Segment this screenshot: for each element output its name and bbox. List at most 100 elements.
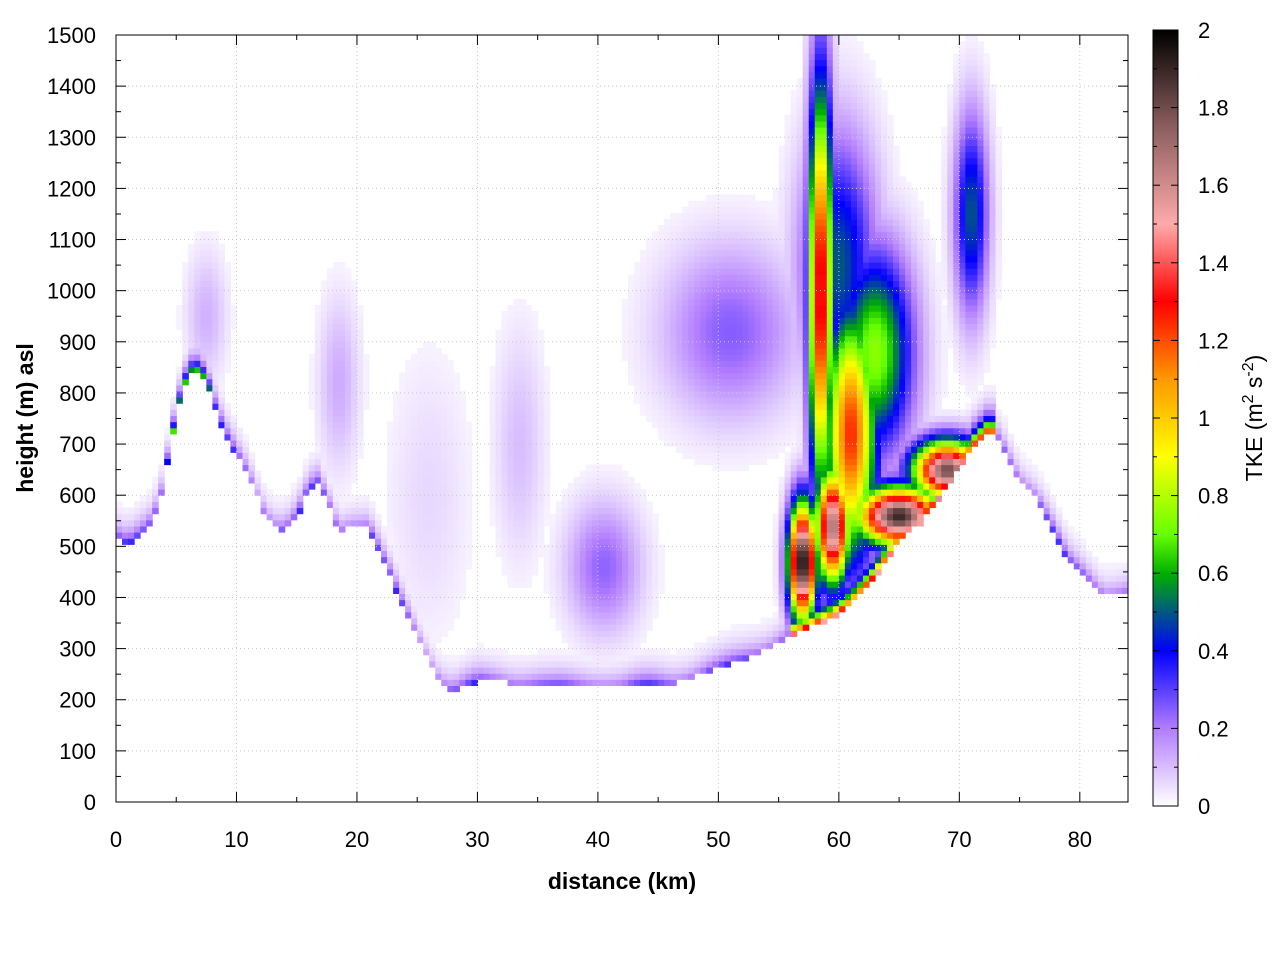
heatmap-cell — [344, 513, 352, 521]
heatmap-cell — [435, 415, 442, 423]
heatmap-cell — [652, 593, 659, 601]
heatmap-cell — [411, 519, 418, 527]
heatmap-cell — [399, 525, 406, 533]
heatmap-cell — [784, 304, 792, 312]
heatmap-cell — [760, 225, 768, 232]
heatmap-cell — [742, 378, 750, 386]
heatmap-cell — [808, 108, 816, 116]
heatmap-cell — [501, 341, 509, 349]
heatmap-cell — [634, 317, 641, 324]
heatmap-cell — [453, 482, 460, 490]
heatmap-cell — [754, 243, 762, 251]
heatmap-cell — [796, 212, 804, 220]
heatmap-cell — [736, 298, 744, 306]
heatmap-cell — [736, 446, 744, 453]
heatmap-cell — [405, 562, 412, 570]
heatmap-cell — [519, 347, 527, 355]
heatmap-cell — [194, 311, 201, 318]
heatmap-cell — [525, 409, 533, 417]
heatmap-cell — [356, 452, 364, 459]
heatmap-cell — [814, 599, 822, 607]
heatmap-cell — [429, 397, 436, 404]
heatmap-cell — [495, 476, 503, 484]
heatmap-cell — [748, 323, 756, 331]
heatmap-cell — [531, 384, 539, 392]
heatmap-cell — [862, 53, 870, 61]
heatmap-cell — [826, 114, 834, 122]
heatmap-cell — [555, 593, 563, 601]
heatmap-cell — [603, 636, 611, 644]
heatmap-cell — [597, 624, 605, 631]
heatmap-cell — [766, 280, 774, 288]
heatmap-cell — [652, 378, 659, 386]
heatmap-cell — [875, 403, 882, 410]
heatmap-cell — [808, 231, 816, 239]
heatmap-cell — [868, 268, 876, 275]
heatmap-cell — [838, 341, 846, 349]
heatmap-cell — [429, 562, 436, 570]
heatmap-cell — [766, 439, 774, 447]
heatmap-cell — [507, 397, 515, 404]
heatmap-cell — [868, 108, 876, 116]
heatmap-cell — [350, 464, 358, 472]
heatmap-cell — [555, 599, 563, 607]
heatmap-cell — [748, 311, 756, 318]
heatmap-cell — [748, 378, 756, 386]
heatmap-cell — [832, 96, 840, 104]
heatmap-cell — [826, 225, 834, 232]
heatmap-cell — [314, 427, 322, 435]
heatmap-cell — [670, 292, 677, 300]
heatmap-cell — [549, 544, 557, 552]
heatmap-cell — [543, 464, 551, 472]
heatmap-cell — [838, 139, 846, 147]
heatmap-cell — [387, 482, 394, 490]
heatmap-cell — [519, 360, 527, 367]
heatmap-cell — [320, 439, 328, 447]
heatmap-cell — [320, 452, 328, 459]
heatmap-cell — [862, 329, 870, 337]
heatmap-cell — [844, 599, 852, 607]
heatmap-cell — [507, 470, 515, 478]
heatmap-cell — [272, 501, 280, 509]
heatmap-cell — [814, 255, 822, 263]
heatmap-cell — [652, 237, 659, 245]
heatmap-cell — [814, 262, 822, 269]
heatmap-cell — [796, 237, 804, 245]
heatmap-cell — [730, 360, 738, 367]
heatmap-cell — [676, 390, 683, 398]
heatmap-cell — [748, 390, 756, 398]
heatmap-cell — [417, 403, 424, 410]
heatmap-cell — [603, 679, 611, 687]
heatmap-cell — [429, 574, 436, 582]
heatmap-cell — [194, 341, 201, 349]
heatmap-cell — [844, 145, 852, 153]
heatmap-cell — [875, 532, 882, 539]
heatmap-cell — [790, 255, 798, 263]
heatmap-cell — [676, 219, 683, 226]
heatmap-cell — [742, 654, 750, 662]
heatmap-cell — [652, 329, 659, 337]
heatmap-cell — [850, 151, 858, 159]
heatmap-cell — [429, 378, 436, 386]
heatmap-cell — [814, 145, 822, 153]
heatmap-cell — [676, 231, 683, 239]
heatmap-cell — [441, 581, 448, 588]
heatmap-cell — [477, 660, 485, 668]
heatmap-cell — [850, 249, 858, 257]
heatmap-cell — [832, 225, 840, 232]
heatmap-cell — [622, 581, 629, 588]
heatmap-cell — [844, 84, 852, 91]
heatmap-cell — [862, 231, 870, 239]
heatmap-cell — [676, 262, 683, 269]
heatmap-cell — [838, 347, 846, 355]
heatmap-cell — [501, 489, 509, 496]
heatmap-cell — [820, 206, 828, 214]
heatmap-cell — [646, 280, 653, 288]
heatmap-cell — [808, 120, 816, 128]
heatmap-cell — [748, 347, 756, 355]
heatmap-cell — [706, 262, 713, 269]
heatmap-cell — [700, 660, 707, 668]
heatmap-cell — [718, 280, 725, 288]
heatmap-cell — [712, 200, 719, 208]
heatmap-cell — [561, 630, 569, 637]
